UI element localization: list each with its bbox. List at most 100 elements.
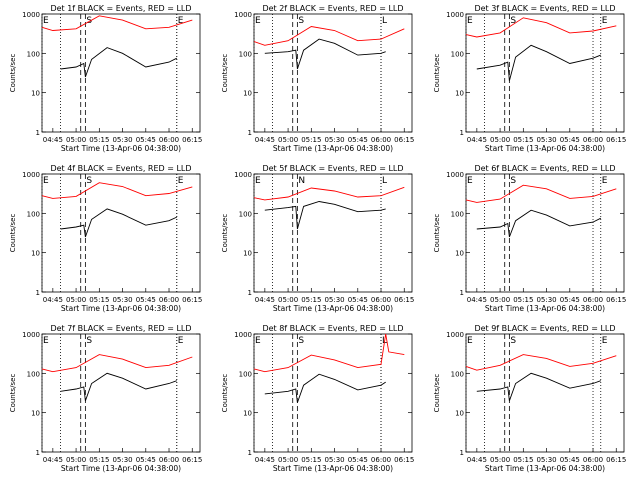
y-tick-label: 1 [36, 449, 40, 457]
x-tick-label: 06:15 [182, 296, 202, 304]
y-tick-label: 1 [248, 449, 252, 457]
series-line [41, 15, 193, 31]
x-tick-label: 06:00 [159, 296, 179, 304]
series-line [465, 17, 617, 38]
panel-title: Det 9f BLACK = Events, RED = LLD [474, 324, 615, 333]
y-tick-label: 1000 [446, 171, 464, 179]
y-axis-label: Counts/sec [433, 214, 441, 253]
y-tick-label: 10 [243, 90, 252, 98]
x-tick-label: 05:15 [301, 136, 321, 144]
x-tick-label: 06:15 [182, 456, 202, 464]
panel-det-1f: Det 1f BLACK = Events, RED = LLD 1 10 100 10… [9, 4, 202, 153]
y-tick-label: 1 [460, 449, 464, 457]
marker-label: N [298, 176, 305, 186]
y-axis-label: Counts/sec [221, 374, 229, 413]
series-line [41, 354, 193, 373]
x-tick-label: 04:45 [255, 296, 275, 304]
y-axis-label: Counts/sec [433, 54, 441, 93]
y-tick-label: 1000 [22, 171, 40, 179]
y-tick-label: 10 [243, 250, 252, 258]
x-tick-label: 04:45 [255, 136, 275, 144]
plot-frame [465, 333, 625, 453]
y-tick-label: 100 [27, 370, 40, 378]
panel-title: Det 6f BLACK = Events, RED = LLD [474, 164, 615, 173]
y-tick-label: 10 [31, 90, 40, 98]
x-tick-label: 05:00 [66, 136, 86, 144]
y-tick-label: 1 [36, 289, 40, 297]
y-tick-label: 1 [460, 289, 464, 297]
plot-frame [41, 333, 201, 453]
marker-label: E [43, 336, 49, 346]
x-tick-label: 05:30 [324, 296, 344, 304]
marker-label: E [602, 176, 608, 186]
x-tick-label: 05:00 [490, 456, 510, 464]
marker-label: E [467, 336, 473, 346]
x-tick-label: 04:45 [43, 456, 63, 464]
series-line [253, 26, 405, 46]
plot-frame [465, 13, 625, 133]
y-tick-label: 100 [451, 370, 464, 378]
marker-label: E [467, 176, 473, 186]
y-tick-label: 1000 [446, 331, 464, 339]
x-tick-label: 05:45 [560, 136, 580, 144]
x-tick-label: 05:30 [112, 136, 132, 144]
series-line [465, 354, 617, 371]
series-line [253, 333, 405, 373]
x-tick-label: 05:15 [513, 296, 533, 304]
y-tick-label: 1 [460, 129, 464, 137]
marker-label: E [43, 176, 49, 186]
y-tick-label: 100 [239, 210, 252, 218]
x-tick-label: 04:45 [43, 136, 63, 144]
y-tick-label: 10 [455, 250, 464, 258]
y-tick-label: 100 [239, 50, 252, 58]
marker-label: S [298, 336, 304, 346]
x-axis-label: Start Time (13-Apr-06 04:38:00) [485, 144, 605, 153]
x-tick-label: 05:15 [513, 456, 533, 464]
x-tick-label: 05:45 [348, 296, 368, 304]
y-axis-label: Counts/sec [221, 214, 229, 253]
panel-title: Det 3f BLACK = Events, RED = LLD [474, 4, 615, 13]
marker-label: E [255, 336, 261, 346]
panel-det-6f: Det 6f BLACK = Events, RED = LLD 1 10 100 10… [433, 164, 626, 313]
x-tick-label: 06:00 [583, 456, 603, 464]
x-tick-label: 05:15 [89, 456, 109, 464]
x-tick-label: 06:00 [159, 456, 179, 464]
x-axis-label: Start Time (13-Apr-06 04:38:00) [273, 464, 393, 473]
x-tick-label: 05:30 [536, 296, 556, 304]
x-tick-label: 05:45 [348, 136, 368, 144]
series-line [465, 184, 617, 203]
x-tick-label: 05:45 [348, 456, 368, 464]
x-tick-label: 04:45 [467, 456, 487, 464]
y-axis-label: Counts/sec [221, 54, 229, 93]
y-tick-label: 10 [31, 250, 40, 258]
x-tick-label: 04:45 [467, 296, 487, 304]
x-tick-label: 05:00 [278, 296, 298, 304]
x-axis-label: Start Time (13-Apr-06 04:38:00) [485, 304, 605, 313]
plot-frame [465, 173, 625, 293]
y-tick-label: 10 [455, 410, 464, 418]
y-tick-label: 100 [451, 50, 464, 58]
panel-det-4f: Det 4f BLACK = Events, RED = LLD 1 10 100 10… [9, 164, 202, 313]
marker-label: S [86, 336, 92, 346]
marker-label: L [382, 16, 387, 26]
x-tick-label: 04:45 [255, 456, 275, 464]
panel-title: Det 5f BLACK = Events, RED = LLD [262, 164, 403, 173]
y-axis-label: Counts/sec [9, 214, 17, 253]
y-tick-label: 100 [27, 210, 40, 218]
series-line [264, 373, 386, 403]
plot-frame [41, 173, 201, 293]
plot-frame [41, 13, 201, 133]
x-tick-label: 05:15 [513, 136, 533, 144]
series-line [60, 372, 177, 401]
x-tick-label: 04:45 [467, 136, 487, 144]
x-tick-label: 06:00 [371, 296, 391, 304]
marker-label: S [510, 16, 516, 26]
y-tick-label: 1000 [234, 11, 252, 19]
y-tick-label: 1000 [22, 11, 40, 19]
x-tick-label: 05:30 [536, 136, 556, 144]
x-tick-label: 05:15 [89, 136, 109, 144]
y-tick-label: 1 [248, 129, 252, 137]
series-line [60, 47, 178, 78]
panel-title: Det 4f BLACK = Events, RED = LLD [50, 164, 191, 173]
